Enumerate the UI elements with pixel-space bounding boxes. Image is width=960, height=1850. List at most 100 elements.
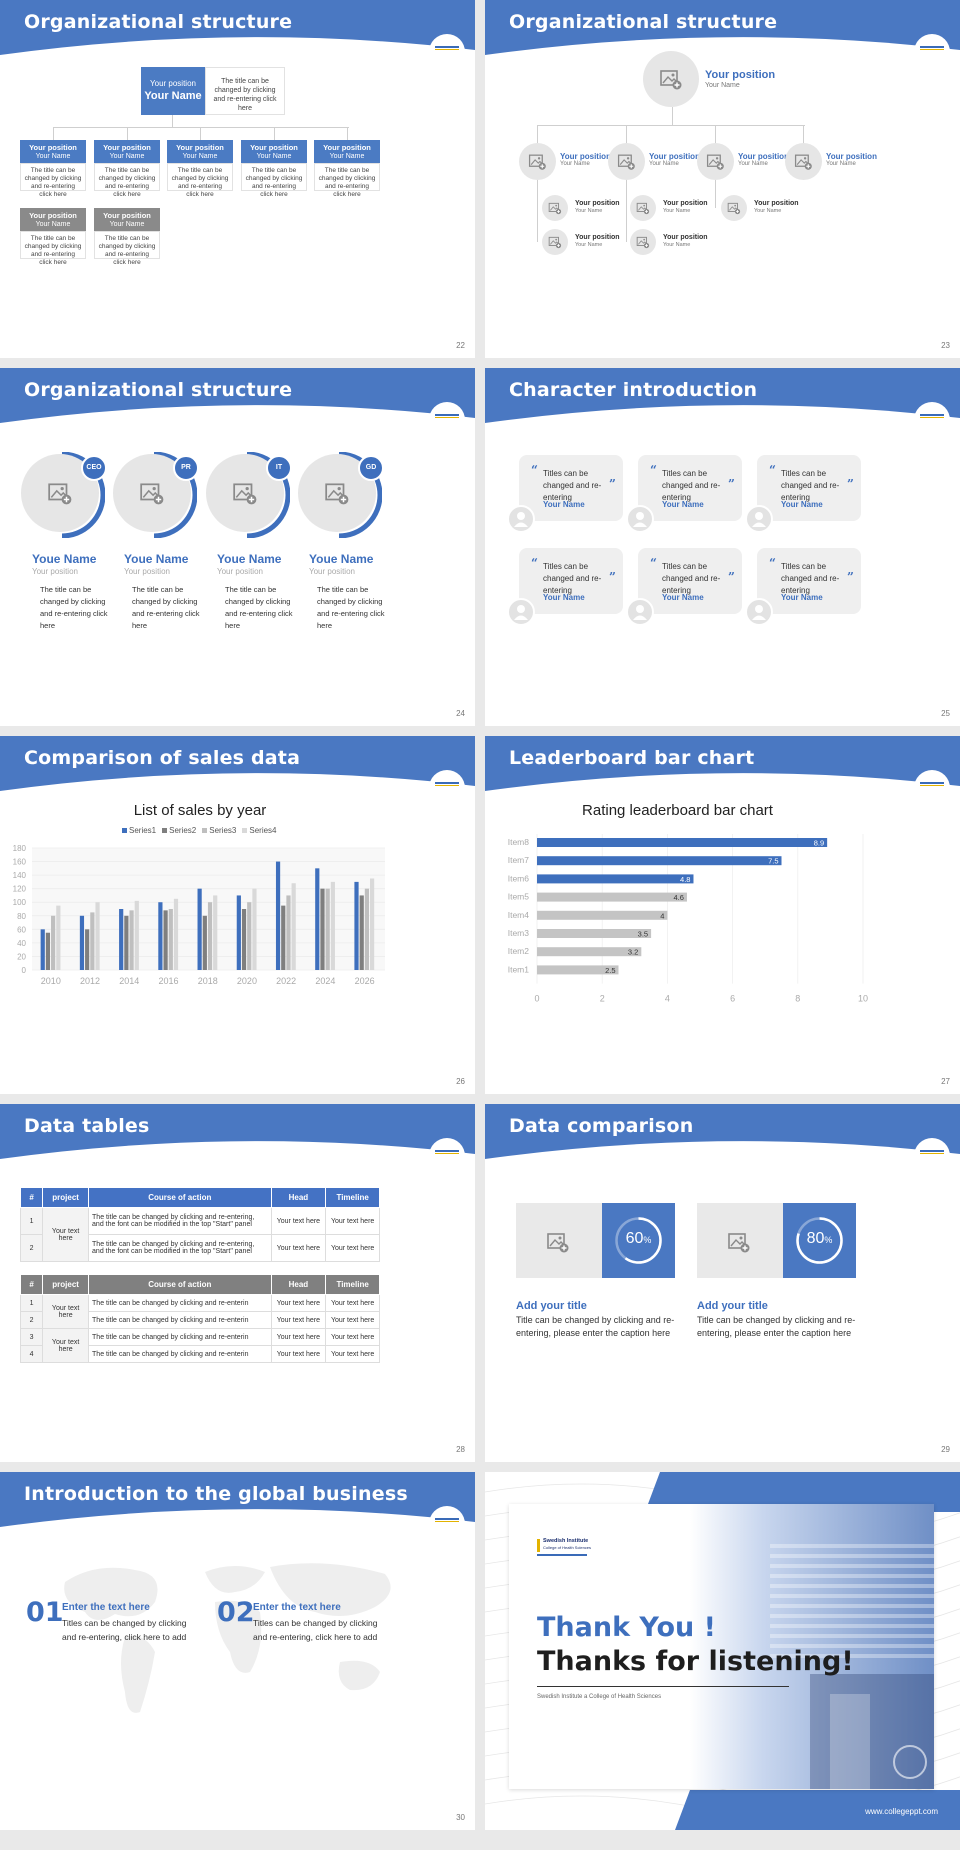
percent-unit: % <box>643 1235 652 1245</box>
position-label: Your position <box>649 152 700 161</box>
head-cell: Your text here <box>270 1311 327 1329</box>
org-box[interactable]: Your position Your Name <box>314 140 380 163</box>
table-header: project <box>42 1187 90 1208</box>
logo-icon <box>427 400 467 438</box>
bar-Series1 <box>315 868 320 970</box>
bar-Series4 <box>95 902 100 970</box>
bar-Series4 <box>213 895 218 970</box>
bar-Series2 <box>320 888 325 970</box>
position-label: Your position <box>29 211 77 220</box>
website-link[interactable]: www.collegeppt.com <box>865 1807 938 1816</box>
item-description: Title can be changed by clicking and re-… <box>516 1315 675 1338</box>
value-label: 3.5 <box>638 930 648 939</box>
slide-s23: Organizational structure 23 Your position Y… <box>485 0 960 358</box>
bar-Series2 <box>45 932 51 970</box>
bar-Item8 <box>537 838 828 847</box>
org-box[interactable]: Your position Your Name <box>94 140 160 163</box>
row-number: 3 <box>19 1328 44 1346</box>
y-tick-label: 120 <box>13 885 27 894</box>
legend-label: Series2 <box>169 826 197 835</box>
sales-bar-chart: 0 20 40 60 80 100 120 140 160 180 2010 2012 2014 2016… <box>13 844 385 986</box>
y-tick-label: 140 <box>13 871 27 880</box>
legend-item: Series3 <box>202 826 236 835</box>
image-placeholder-icon <box>727 1230 751 1254</box>
avatar[interactable] <box>519 143 556 180</box>
divider <box>537 1686 789 1687</box>
bar-Series1 <box>79 915 85 970</box>
quote-open-icon: “ <box>650 463 657 477</box>
item-title: Add your title <box>697 1300 768 1312</box>
character-card[interactable]: “ ” Titles can be changed and re-entering Y… <box>519 548 623 614</box>
legend-label: Series1 <box>129 826 157 835</box>
character-card[interactable]: “ ” Titles can be changed and re-entering Y… <box>638 455 742 521</box>
bar-Series1 <box>197 888 202 970</box>
org-top-box[interactable]: Your position Your Name <box>141 67 205 115</box>
x-tick-label: 2020 <box>237 976 257 986</box>
org-box[interactable]: Your position Your Name <box>94 208 160 231</box>
bar-Series2 <box>359 895 364 970</box>
org-box[interactable]: Your position Your Name <box>167 140 233 163</box>
table-row[interactable]: 4 The title can be changed by clicking an… <box>19 1345 380 1363</box>
image-placeholder[interactable] <box>697 1203 783 1278</box>
avatar-icon <box>745 505 773 533</box>
avatar[interactable] <box>542 229 568 255</box>
name-label: Your Name <box>663 208 691 214</box>
action-cell: The title can be changed by clicking and… <box>88 1294 272 1312</box>
table-row[interactable]: 2 The title can be changed by clicking an… <box>19 1311 380 1329</box>
image-placeholder[interactable] <box>516 1203 602 1278</box>
x-tick-label: 2026 <box>355 976 375 986</box>
avatar[interactable] <box>608 143 645 180</box>
org-box[interactable]: Your position Your Name <box>20 208 86 231</box>
y-tick-label: 20 <box>17 952 26 961</box>
character-card[interactable]: “ ” Titles can be changed and re-entering Y… <box>757 548 861 614</box>
bar-Series3 <box>286 895 291 970</box>
org-box[interactable]: Your position Your Name <box>20 140 86 163</box>
slide-s29: Data comparison 29 60% Add your title Title … <box>485 1104 960 1462</box>
bar-Item2 <box>537 947 642 957</box>
card-text: Titles can be changed and re-entering <box>662 562 721 595</box>
character-card[interactable]: “ ” Titles can be changed and re-entering Y… <box>638 548 742 614</box>
percent-value: 80 <box>806 1230 825 1247</box>
x-tick-label: 2016 <box>158 976 178 986</box>
x-tick-label: 10 <box>858 994 868 1004</box>
head-cell: Your text here <box>270 1207 327 1235</box>
org-box-description: The title can be changed by clicking and… <box>94 163 160 198</box>
category-label: Item7 <box>508 855 530 865</box>
table-row[interactable]: 3 Your text here The title can be changed … <box>19 1328 380 1363</box>
bar-Series3 <box>247 902 252 970</box>
timeline-cell: Your text here <box>325 1311 380 1329</box>
avatar[interactable] <box>785 143 822 180</box>
slide-header: Data tables <box>0 1104 475 1166</box>
bar-Series3 <box>325 888 330 970</box>
x-tick-label: 8 <box>795 994 800 1004</box>
quote-close-icon: ” <box>609 477 616 491</box>
person-position: Your position <box>217 567 263 576</box>
quote-close-icon: ” <box>609 570 616 584</box>
table-row[interactable]: 1 Your text here The title can be changed … <box>19 1294 380 1329</box>
image-placeholder-icon <box>617 152 636 171</box>
timeline-cell: Your text here <box>325 1234 380 1262</box>
project-cell: Your text here <box>42 1328 90 1363</box>
character-card[interactable]: “ ” Titles can be changed and re-entering Y… <box>519 455 623 521</box>
character-card[interactable]: “ ” Titles can be changed and re-entering Y… <box>757 455 861 521</box>
slide-s26: Comparison of sales data 26 List of sales … <box>0 736 475 1094</box>
avatar[interactable] <box>697 143 734 180</box>
org-box[interactable]: Your position Your Name <box>241 140 307 163</box>
page-number: 25 <box>941 709 950 718</box>
bar-Series2 <box>163 910 168 970</box>
category-label: Item5 <box>508 892 530 902</box>
avatar[interactable] <box>630 229 656 255</box>
name-label: Your Name <box>560 161 590 167</box>
avatar[interactable] <box>542 195 568 221</box>
slide-header: Leaderboard bar chart <box>485 736 960 798</box>
slide-title: Comparison of sales data <box>24 747 301 769</box>
world-map-icon <box>55 1552 415 1737</box>
timeline-cell: Your text here <box>325 1207 380 1235</box>
table-row[interactable]: 1 Your text here The title can be changed … <box>19 1207 380 1262</box>
card-text: Titles can be changed and re-entering <box>543 562 602 595</box>
slide-header: Character introduction <box>485 368 960 430</box>
quote-close-icon: ” <box>728 477 735 491</box>
avatar[interactable] <box>643 51 699 107</box>
avatar[interactable] <box>630 195 656 221</box>
avatar[interactable] <box>721 195 747 221</box>
